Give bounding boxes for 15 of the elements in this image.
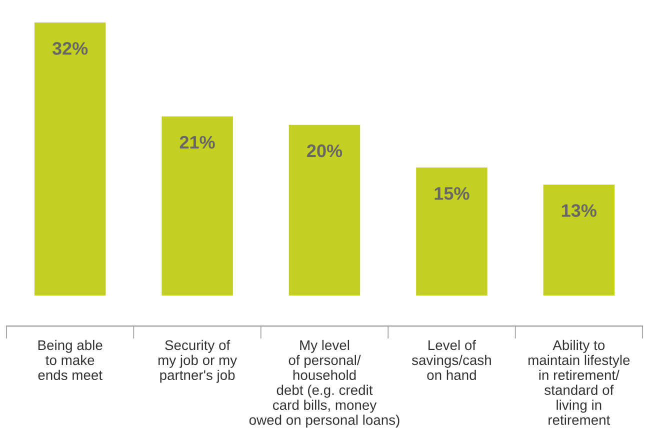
x-tick-label: Security of my job or my partner's job bbox=[158, 340, 238, 383]
bar bbox=[288, 124, 360, 296]
data-label: 32% bbox=[52, 42, 88, 55]
bar bbox=[416, 168, 488, 296]
x-tick-label: Ability to maintain lifestyle in retirement/ standard of living in retirement bbox=[528, 340, 630, 425]
data-label: 20% bbox=[307, 144, 342, 158]
x-tick-label: My level of personal/ household debt (e.g. credit card bills, money owed on personal loans) bbox=[249, 340, 400, 428]
x-tick-label: Being able to make ends meet bbox=[38, 340, 102, 380]
bar bbox=[34, 22, 106, 296]
data-label: 13% bbox=[562, 204, 596, 217]
bar bbox=[543, 184, 615, 296]
x-tick-label: Level of savings/cash on hand bbox=[412, 340, 491, 380]
bar bbox=[162, 116, 233, 296]
data-label: 15% bbox=[434, 187, 470, 200]
data-label: 21% bbox=[180, 136, 215, 149]
